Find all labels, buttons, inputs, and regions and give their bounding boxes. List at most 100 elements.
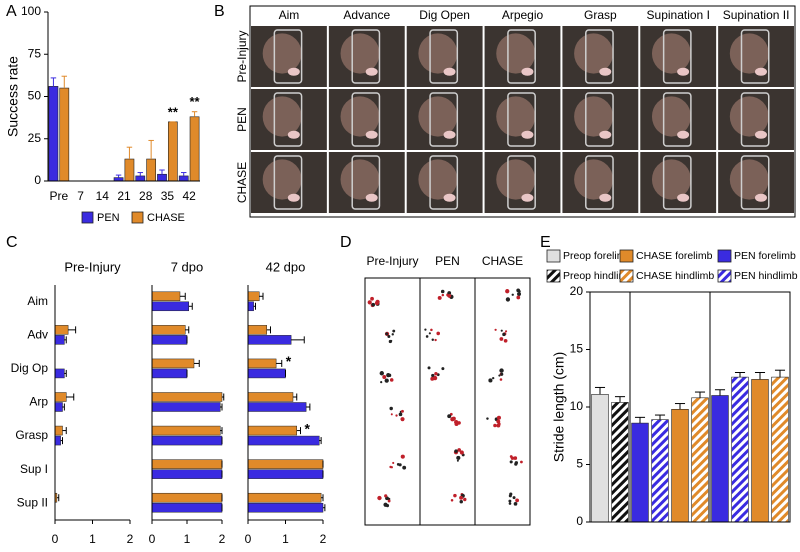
bar — [151, 358, 195, 369]
footprint-dot — [456, 455, 461, 460]
footprint-dot — [516, 295, 521, 300]
bar — [671, 408, 689, 523]
footprint-dot — [389, 406, 393, 411]
bar — [167, 121, 178, 182]
x-tick-label: 2 — [127, 532, 134, 546]
bar — [54, 435, 61, 446]
photo-paw — [443, 67, 456, 76]
bar — [151, 492, 223, 503]
bar — [247, 335, 292, 345]
bar — [247, 435, 320, 446]
y-tick-label: Dig Op — [11, 361, 49, 375]
bar — [151, 291, 181, 302]
y-tick-label: 50 — [28, 89, 42, 103]
footprint-dot — [392, 461, 395, 465]
photo-paw — [521, 130, 534, 139]
photo-subject — [418, 159, 458, 200]
footprint-dot — [385, 504, 390, 508]
photo-paw — [677, 193, 690, 202]
footprint-dot — [432, 375, 438, 381]
footprint-dot — [384, 378, 389, 383]
photo-subject — [262, 33, 302, 74]
bar — [54, 325, 69, 335]
column-header: Arpegio — [502, 8, 544, 22]
bar — [247, 502, 324, 513]
x-tick-label: 0 — [149, 532, 156, 546]
footprint-dot — [503, 338, 508, 343]
y-tick-label: 75 — [28, 46, 42, 60]
bar — [151, 459, 223, 469]
legend-swatch — [131, 211, 144, 224]
photo-subject — [418, 33, 458, 74]
panel-label: D — [340, 234, 352, 251]
row-label: CHASE — [235, 162, 249, 203]
footprint-dot — [457, 448, 461, 452]
photo-subject — [574, 96, 614, 137]
photo-window — [662, 155, 692, 210]
footprint-dot — [371, 302, 376, 307]
footprint-dot — [370, 296, 374, 301]
photo-subject — [651, 33, 691, 74]
photo-subject — [340, 33, 380, 74]
photo-subject — [574, 159, 614, 200]
footprint-dot — [385, 332, 389, 336]
legend-swatch — [546, 249, 561, 263]
photo-subject — [262, 96, 302, 137]
bar — [124, 158, 135, 182]
bar — [151, 435, 223, 446]
footprint-dot — [390, 413, 393, 416]
photo-paw — [754, 193, 767, 202]
panel-label: B — [214, 3, 225, 20]
bar — [151, 469, 223, 479]
column-header: Supination II — [723, 8, 790, 22]
bar — [247, 402, 307, 412]
column-header: Dig Open — [419, 8, 470, 22]
footprint-dot — [459, 500, 463, 504]
x-tick-label: 42 — [182, 189, 196, 203]
legend-swatch — [546, 269, 561, 283]
bar — [59, 87, 70, 182]
significance-marker: * — [286, 353, 292, 369]
photo-window — [585, 29, 614, 84]
footprint-dot — [425, 335, 429, 338]
panel-label: A — [6, 3, 17, 20]
footprint-dot — [367, 300, 372, 305]
bar — [247, 325, 267, 335]
footprint-dot — [508, 494, 512, 498]
photo-subject — [340, 96, 380, 137]
bar — [54, 425, 63, 436]
footprint-dot — [513, 456, 518, 460]
x-tick-label: 0 — [245, 532, 252, 546]
y-tick-label: 15 — [570, 342, 584, 356]
y-tick-label: Adv — [27, 328, 48, 342]
footprint-dot — [513, 502, 518, 506]
footprint-header: PEN — [435, 254, 460, 268]
bar — [591, 394, 609, 523]
footprint-frame — [364, 277, 531, 526]
chart-title: 7 dpo — [171, 259, 204, 274]
y-tick-label: Arp — [29, 395, 48, 409]
footprint-dot — [374, 301, 380, 306]
footprint-dot — [437, 295, 442, 300]
bar — [189, 116, 200, 182]
footprint-dot — [431, 338, 434, 341]
photo-subject — [729, 33, 769, 74]
y-tick-label: 10 — [570, 399, 584, 413]
footprint-dot — [496, 419, 501, 424]
legend-label: PEN forelimb — [734, 250, 796, 262]
photo-paw — [443, 193, 456, 202]
photo-window — [585, 155, 614, 210]
legend-swatch — [717, 249, 732, 263]
photo-paw — [287, 130, 300, 139]
photo-paw — [365, 130, 378, 139]
footprint-dot — [508, 499, 512, 503]
significance-marker: ** — [190, 94, 201, 109]
photo-window — [662, 29, 692, 84]
x-tick-label: 28 — [139, 189, 153, 203]
footprint-dot — [493, 423, 497, 428]
footprint-dot — [499, 368, 504, 373]
photo-subject — [262, 159, 302, 200]
photo-subject — [729, 96, 769, 137]
footprint-dot — [454, 449, 458, 453]
bar — [651, 419, 669, 523]
